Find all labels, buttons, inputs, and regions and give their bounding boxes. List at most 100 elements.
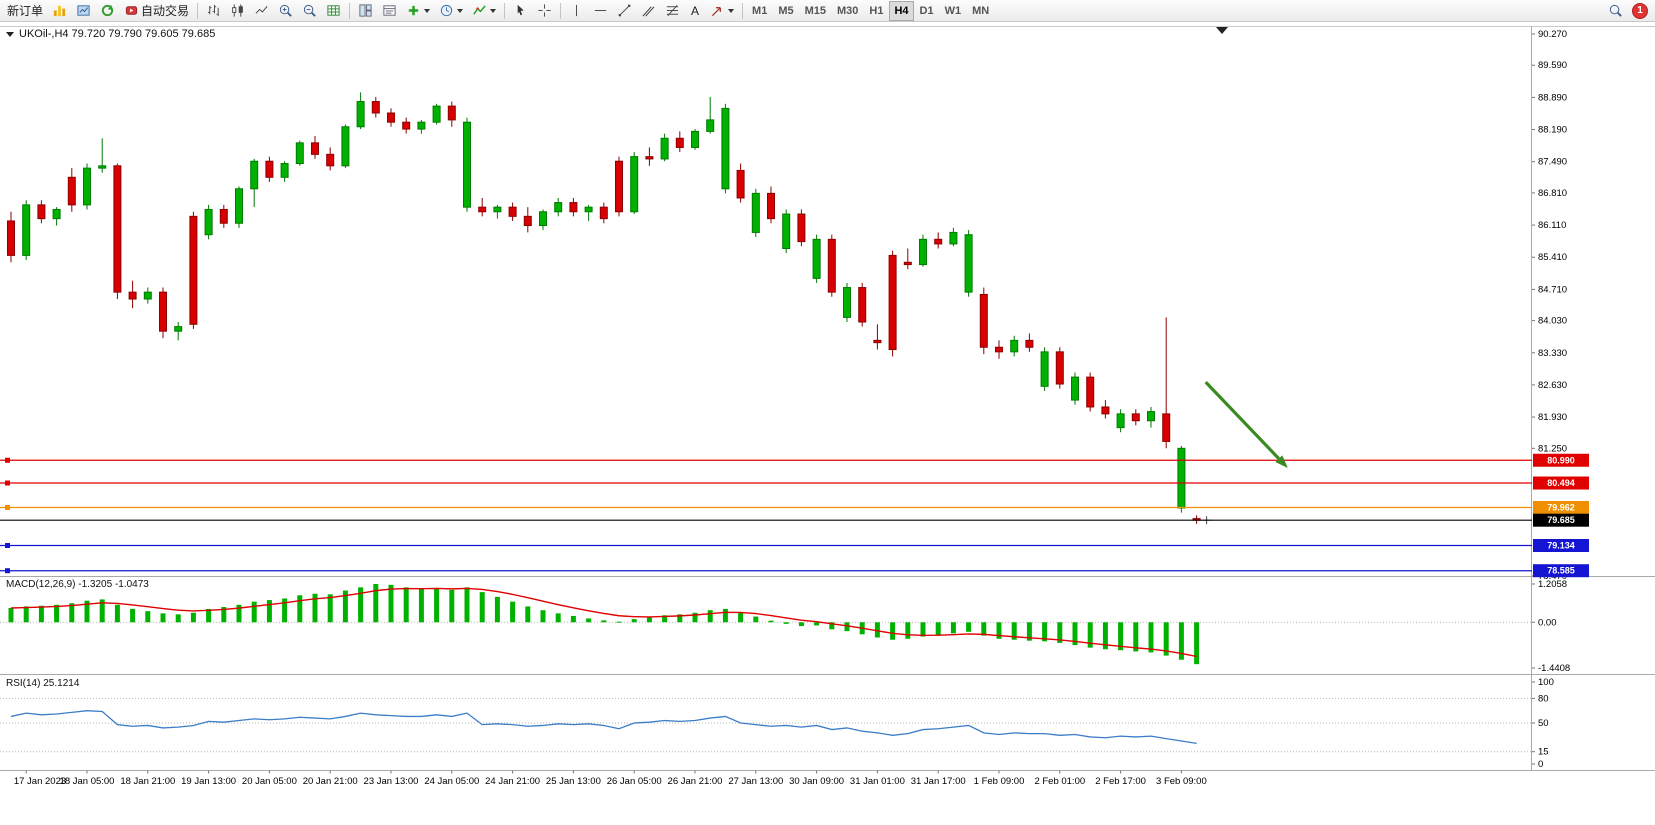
timeframe-button-MN[interactable]: MN [967,1,994,21]
arrow-annotation[interactable] [1204,381,1288,469]
horizontal-line-79.685[interactable]: 79.685 [0,513,1589,527]
candle-body [1040,351,1049,387]
candle-body [858,287,867,323]
cursor-button[interactable] [509,1,532,21]
plus-icon [406,3,421,18]
macd-bar [586,618,592,623]
search-button[interactable] [1604,1,1627,21]
timeframe-group: M1 M5 M15 M30 H1 H4 D1 W1 MN [747,0,994,21]
horizontal-line-80.494[interactable]: 80.494 [0,476,1589,490]
line-handle [5,504,10,510]
candle-body [67,176,76,206]
tile-windows-button[interactable] [354,1,377,21]
svg-text:24 Jan 21:00: 24 Jan 21:00 [485,776,540,787]
zoom-out-button[interactable] [298,1,321,21]
timeframe-button-M5[interactable]: M5 [773,1,798,21]
main-toolbar: 新订单 自动交易 A M1 M5 M15 M30 H1 H4 D1 W1 MN 1 [0,0,1655,22]
svg-text:90.270: 90.270 [1538,29,1567,40]
fibonacci-tool-button[interactable] [661,1,684,21]
ohlc-bars-button[interactable] [202,1,225,21]
grid-button[interactable] [322,1,345,21]
notification-badge[interactable]: 1 [1632,2,1648,19]
svg-text:18 Jan 05:00: 18 Jan 05:00 [60,776,115,787]
svg-text:1 Feb 09:00: 1 Feb 09:00 [974,776,1025,787]
add-object-button[interactable] [402,1,434,21]
line-handle [5,568,10,574]
chart-marker-triangle[interactable] [1216,27,1228,34]
vertical-line-tool-button[interactable] [565,1,588,21]
cursor-icon [513,3,528,18]
candle-body [174,326,183,332]
candle-body [721,107,730,190]
svg-text:23 Jan 13:00: 23 Jan 13:00 [364,776,419,787]
candle-body [1025,339,1034,348]
trendline-tool-button[interactable] [613,1,636,21]
macd-bar [540,610,546,623]
horizontal-line-79.134[interactable]: 79.134 [0,539,1589,553]
candle-body [569,202,578,213]
macd-bar [1042,622,1048,642]
candle-body [113,165,122,293]
timeframe-button-H4[interactable]: H4 [889,0,914,21]
svg-text:89.590: 89.590 [1538,60,1567,71]
horizontal-line-80.990[interactable]: 80.990 [0,453,1589,467]
candle-body [903,261,912,266]
candle-body [1131,413,1140,422]
candle-body [326,153,335,167]
macd-signal-line [10,587,1197,658]
new-order-button[interactable]: 新订单 [3,1,47,21]
chart-profiles-button[interactable] [378,1,401,21]
refresh-button[interactable] [96,1,119,21]
market-watch-button[interactable] [72,1,95,21]
new-chart-button[interactable] [48,1,71,21]
channel-tool-button[interactable] [637,1,660,21]
text-tool-button[interactable]: A [685,1,705,21]
svg-text:50: 50 [1538,718,1549,729]
fibonacci-icon [665,3,680,18]
timeframe-button-M15[interactable]: M15 [800,1,831,21]
macd-bar [905,622,911,639]
candle-body [432,105,441,123]
macd-bar [38,605,44,623]
macd-bar [388,584,394,623]
macd-bar [1087,622,1093,648]
timeframe-button-W1[interactable]: W1 [940,1,967,21]
market-watch-icon [76,3,91,18]
horizontal-line-79.962[interactable]: 79.962 [0,500,1589,514]
indicators-button[interactable] [468,1,500,21]
svg-text:86.810: 86.810 [1538,188,1567,199]
svg-text:27 Jan 13:00: 27 Jan 13:00 [728,776,783,787]
macd-bar [114,604,120,623]
horizontal-line-78.585[interactable]: 78.585 [0,564,1589,578]
period-button[interactable] [435,1,467,21]
candle-body [539,211,547,227]
timeframe-button-D1[interactable]: D1 [915,1,939,21]
timeframe-button-H1[interactable]: H1 [864,1,888,21]
chart-frame [0,26,1655,771]
timeframe-button-M30[interactable]: M30 [832,1,863,21]
candlestick-chart-button[interactable] [226,1,249,21]
candlestick-layer [7,92,1201,524]
autotrade-button[interactable]: 自动交易 [120,1,193,21]
chevron-down-icon [457,8,464,13]
chart-canvas[interactable]: 90.270 89.590 88.890 88.190 87.490 86.810 86.1… [0,22,1655,825]
macd-bar [707,610,713,623]
svg-text:79.685: 79.685 [1547,515,1575,525]
shapes-tool-button[interactable] [706,1,738,21]
zoom-in-button[interactable] [274,1,297,21]
candle-body [995,346,1003,353]
macd-bar [23,606,29,623]
price-axis[interactable]: 90.270 89.590 88.890 88.190 87.490 86.810 86.1… [1532,29,1567,582]
crosshair-button[interactable] [533,1,556,21]
macd-bar [981,622,987,636]
line-chart-button[interactable] [250,1,273,21]
candle-body [691,130,699,148]
horizontal-line-tool-button[interactable] [589,1,612,21]
candle-body [1101,406,1110,415]
crosshair-icon [537,3,552,18]
timeframe-button-M1[interactable]: M1 [747,1,772,21]
chart-window: 90.270 89.590 88.890 88.190 87.490 86.810 86.1… [0,22,1655,825]
svg-text:79.134: 79.134 [1547,541,1575,551]
macd-bar [677,614,683,623]
